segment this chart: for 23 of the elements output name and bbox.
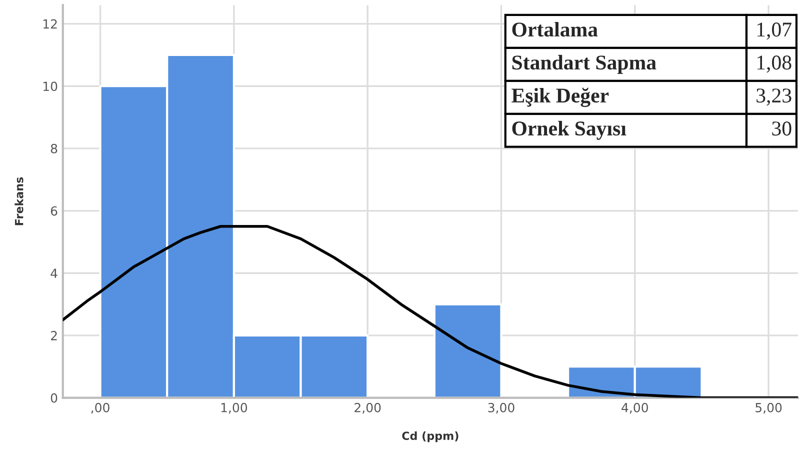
annotation: 3,23 — [756, 88, 792, 106]
annotation: Eşik Değer — [512, 88, 609, 108]
y-tick-label: 4 — [50, 268, 58, 278]
annotation: 1,07 — [757, 22, 792, 40]
x-tick-label: 1,00 — [221, 402, 248, 414]
x-axis-title: Cd (ppm) — [402, 431, 458, 442]
y-tick-label: 2 — [50, 330, 57, 340]
x-tick-label: 3,00 — [488, 402, 514, 414]
annotation: Ortalama — [512, 22, 598, 37]
y-axis-title: Frekans — [14, 177, 24, 226]
y-tick-label: 8 — [50, 144, 58, 154]
annotation: 30 — [772, 122, 792, 136]
annotation: 1,08 — [757, 56, 792, 73]
y-tick-label: 0 — [50, 393, 58, 403]
x-tick-label: 4,00 — [622, 402, 648, 414]
x-tick-label: 2,00 — [354, 402, 381, 414]
x-tick-label: 5,00 — [756, 402, 782, 414]
x-tick-label: ,00 — [91, 402, 110, 414]
y-tick-label: 12 — [43, 19, 57, 29]
annotation: Ornek Sayısı — [512, 120, 626, 140]
y-tick-label: 6 — [50, 206, 58, 216]
y-tick-label: 10 — [43, 82, 58, 92]
annotation: Standart Sapma — [512, 54, 656, 74]
